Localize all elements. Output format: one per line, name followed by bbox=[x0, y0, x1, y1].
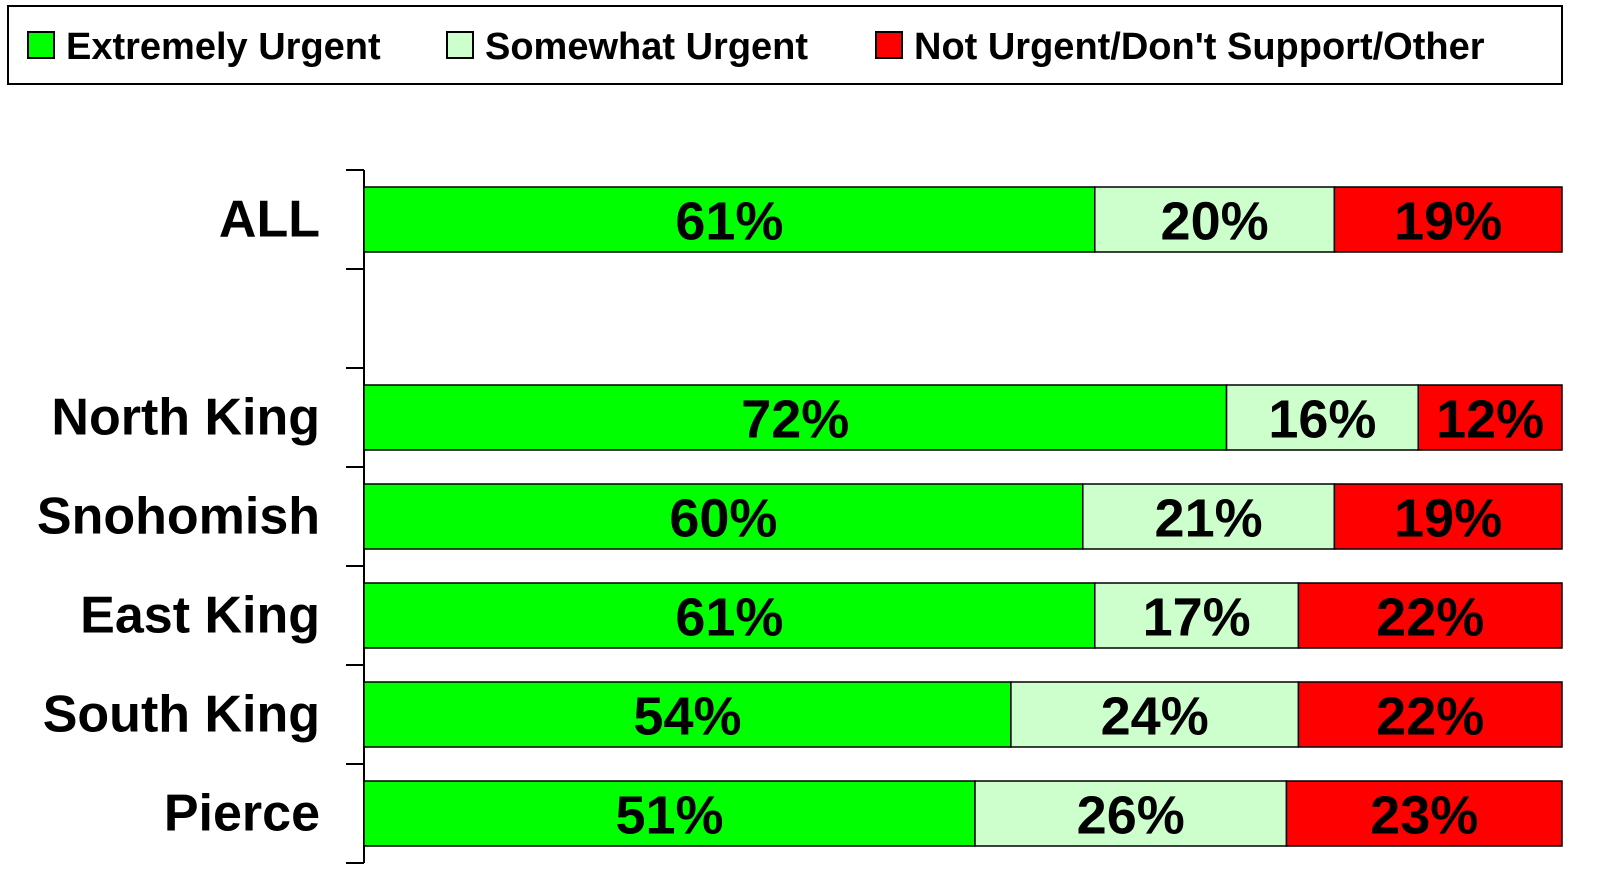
category-label: North King bbox=[51, 389, 320, 447]
category-label: ALL bbox=[219, 191, 320, 249]
legend-swatch bbox=[446, 31, 474, 59]
data-label: 26% bbox=[1077, 786, 1185, 846]
data-label: 21% bbox=[1155, 489, 1263, 549]
bar-segment bbox=[1297, 681, 1563, 748]
bar-segment bbox=[363, 384, 1228, 451]
data-label: 60% bbox=[669, 489, 777, 549]
bar-segment bbox=[1333, 483, 1563, 550]
data-label: 24% bbox=[1101, 687, 1209, 747]
data-label: 12% bbox=[1436, 390, 1544, 450]
category-label: Pierce bbox=[164, 785, 320, 843]
bar-segment bbox=[1225, 384, 1419, 451]
data-label: 72% bbox=[741, 390, 849, 450]
legend-swatch bbox=[27, 31, 55, 59]
legend-label: Not Urgent/Don't Support/Other bbox=[914, 26, 1485, 68]
data-label: 16% bbox=[1268, 390, 1376, 450]
bar-segment bbox=[1082, 483, 1336, 550]
bar-segment bbox=[363, 681, 1012, 748]
bar-segment bbox=[363, 186, 1096, 253]
data-label: 22% bbox=[1376, 588, 1484, 648]
bar-segment bbox=[363, 780, 976, 847]
data-label: 23% bbox=[1370, 786, 1478, 846]
bar-segment bbox=[1285, 780, 1563, 847]
legend-label: Extremely Urgent bbox=[66, 26, 381, 68]
category-label: East King bbox=[80, 587, 320, 645]
legend-swatch bbox=[875, 31, 903, 59]
bar-segment bbox=[1333, 186, 1563, 253]
data-label: 54% bbox=[633, 687, 741, 747]
bar-segment bbox=[1094, 186, 1336, 253]
data-label: 51% bbox=[615, 786, 723, 846]
data-label: 22% bbox=[1376, 687, 1484, 747]
bar-segment bbox=[974, 780, 1288, 847]
category-label: Snohomish bbox=[37, 488, 320, 546]
bar-segment bbox=[363, 582, 1096, 649]
category-label: South King bbox=[43, 686, 320, 744]
legend-label: Somewhat Urgent bbox=[485, 26, 808, 68]
data-label: 19% bbox=[1394, 489, 1502, 549]
data-label: 19% bbox=[1394, 192, 1502, 252]
bar-segment bbox=[1417, 384, 1563, 451]
data-label: 17% bbox=[1143, 588, 1251, 648]
data-label: 61% bbox=[675, 192, 783, 252]
legend-box bbox=[7, 5, 1563, 85]
bar-segment bbox=[363, 483, 1084, 550]
data-label: 61% bbox=[675, 588, 783, 648]
bar-segment bbox=[1010, 681, 1300, 748]
data-label: 20% bbox=[1161, 192, 1269, 252]
bar-segment bbox=[1297, 582, 1563, 649]
